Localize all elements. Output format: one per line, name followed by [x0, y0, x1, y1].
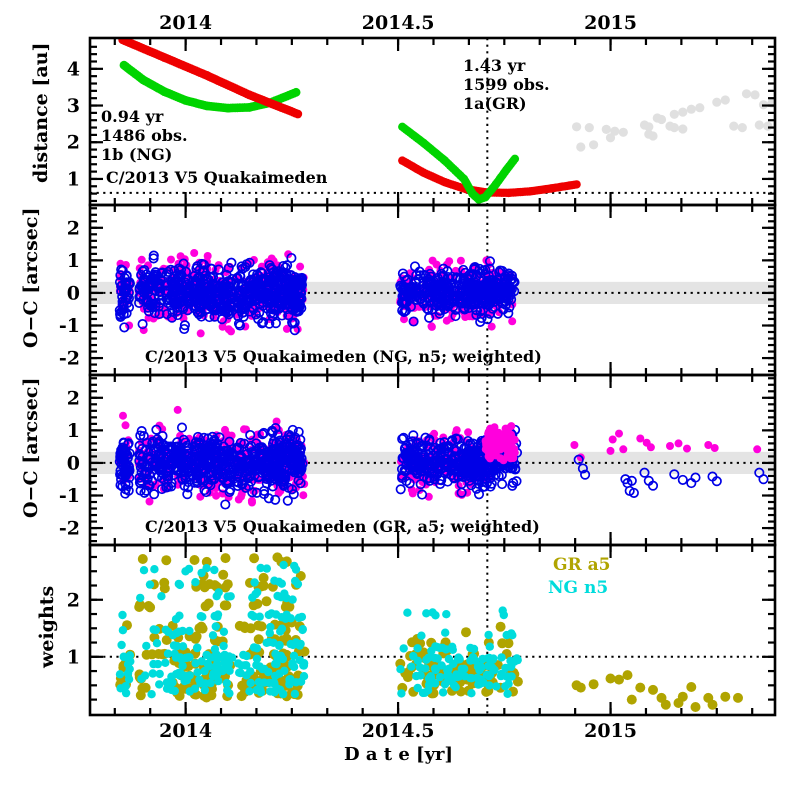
legend-ng-n5: NG n5: [548, 578, 609, 598]
panel2-y-axis-title: O−C [arcsec]: [20, 207, 42, 348]
panel3-ytick--2: -2: [59, 518, 80, 540]
panel2-ytick-0: 0: [67, 282, 80, 304]
panel4-ytick-2: 2: [67, 589, 80, 611]
oc-gr-post-magenta: [570, 429, 762, 462]
annotation-gr-line1: 1.43 yr: [463, 56, 526, 75]
panel4-y-axis-title: weights: [36, 585, 58, 668]
panel1-ytick-2: 2: [67, 132, 80, 154]
weights-ng-arc1: [115, 560, 309, 699]
annotation-ng-solution: 0.94 yr 1486 obs. 1b (NG): [95, 106, 194, 166]
panel3-y-axis-title: O−C [arcsec]: [20, 377, 42, 518]
xtick-top-2014.5: 2014.5: [362, 12, 435, 34]
panel2-data-layer: [114, 249, 520, 338]
panel1-ytick-3: 3: [67, 95, 80, 117]
panel2-label: C/2013 V5 Quakaimeden (NG, n5; weighted): [145, 347, 542, 366]
heliocentric-distance-arc1: [118, 39, 303, 119]
panel1-y-axis-title: distance [au]: [30, 42, 52, 183]
panel2-ytick-2: 2: [67, 217, 80, 239]
annotation-gr-line3: 1a(GR): [463, 94, 527, 113]
annotation-ng-line2: 1486 obs.: [101, 126, 188, 145]
annotation-gr-solution: 1.43 yr 1599 obs. 1a(GR): [457, 55, 556, 115]
panel3-label: C/2013 V5 Quakaimeden (GR, a5; weighted): [145, 517, 540, 536]
annotation-ng-line3: 1b (NG): [101, 145, 173, 164]
xtick-bottom-2015: 2015: [584, 720, 637, 742]
panel2-ytick--2: -2: [59, 348, 80, 370]
legend-gr-a5: GR a5: [553, 555, 611, 575]
panel1-data-layer: [118, 39, 774, 204]
panel4-ytick-1: 1: [67, 646, 80, 668]
panel2-ytick-1: 1: [67, 250, 80, 272]
xtick-bottom-2014: 2014: [159, 720, 212, 742]
panel2-ytick--1: -1: [59, 315, 80, 337]
panel1-object-label: C/2013 V5 Quakaimeden: [106, 168, 328, 187]
panel3-ytick-2: 2: [67, 387, 80, 409]
oc-ng-blue-arc1: [114, 250, 307, 336]
future-observations-gray: [572, 89, 774, 152]
annotation-ng-line1: 0.94 yr: [101, 107, 164, 126]
weights-ng-arc2: [396, 606, 522, 698]
annotation-gr-line2: 1599 obs.: [463, 75, 550, 94]
geocentric-distance-arc2: [398, 122, 520, 204]
panel3-ytick--1: -1: [59, 485, 80, 507]
xtick-bottom-2014.5: 2014.5: [362, 720, 435, 742]
xtick-top-2014: 2014: [159, 12, 212, 34]
panel3-ytick-0: 0: [67, 452, 80, 474]
panel3-ytick-1: 1: [67, 420, 80, 442]
weights-gr-post2015: [571, 670, 743, 712]
panel1-ytick-4: 4: [67, 58, 80, 80]
oc-gr-magenta-bulge: [481, 422, 519, 465]
oc-gr-blue-arc2: [395, 424, 523, 500]
oc-ng-blue-arc2: [395, 256, 520, 327]
panel4-data-layer: [115, 552, 743, 712]
oc-gr-post-blue: [573, 454, 769, 498]
panel3-data-layer: [114, 405, 769, 510]
x-axis-title: D a t e [yr]: [343, 744, 454, 765]
panel1-ytick-1: 1: [67, 168, 80, 190]
xtick-top-2015: 2015: [584, 12, 637, 34]
oc-gr-blue-arc1: [114, 422, 308, 510]
